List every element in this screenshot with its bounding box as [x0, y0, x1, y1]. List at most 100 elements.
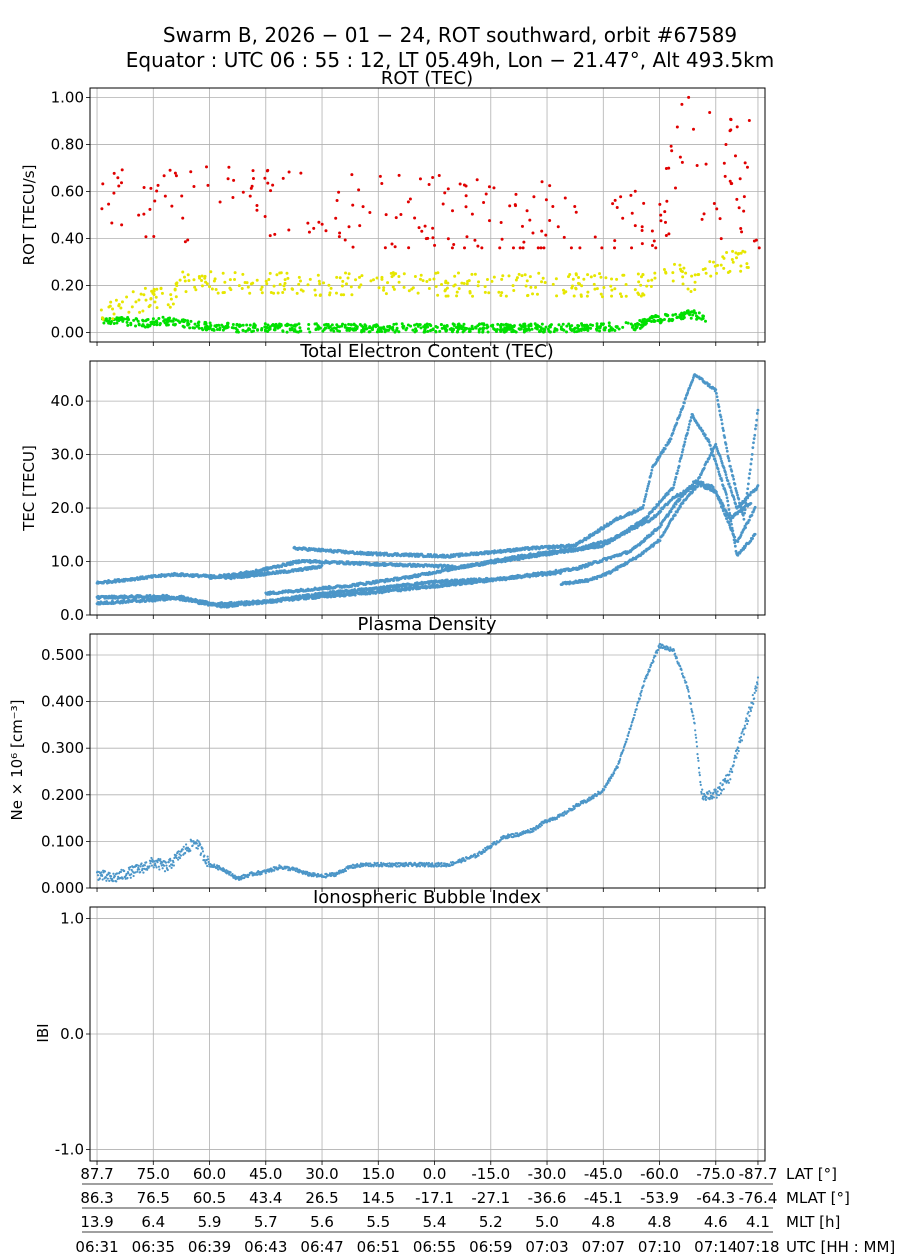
rot-point — [573, 205, 577, 209]
rot-point — [390, 275, 394, 279]
rot-point — [194, 288, 198, 292]
rot-point — [346, 276, 350, 280]
rot-point — [182, 320, 186, 324]
rot-point — [680, 102, 684, 106]
rot-point — [111, 307, 115, 311]
rot-point — [492, 275, 496, 279]
rot-point — [514, 192, 518, 196]
rot-point — [263, 322, 267, 326]
tec-point — [647, 514, 650, 518]
rot-point — [535, 327, 539, 331]
rot-point — [409, 324, 413, 328]
rot-point — [757, 246, 761, 250]
rot-point — [716, 263, 720, 267]
rot-point — [512, 325, 516, 329]
rot-point — [134, 317, 138, 321]
rot-point — [191, 326, 195, 330]
rot-point — [700, 217, 704, 221]
rot-point — [299, 329, 303, 333]
rot-point — [537, 325, 541, 329]
rot-point — [231, 323, 235, 327]
rot-point — [377, 286, 381, 290]
rot-point — [467, 327, 471, 331]
rot-point — [675, 316, 679, 320]
rot-point — [446, 281, 450, 285]
rot-point — [328, 325, 332, 329]
rot-point — [463, 246, 467, 250]
rot-point — [249, 186, 253, 190]
tec-point — [734, 549, 738, 553]
rot-point — [265, 169, 269, 173]
tec-point — [701, 429, 705, 433]
rot-point — [702, 212, 706, 216]
rot-point — [677, 315, 681, 319]
rot-point — [522, 240, 526, 244]
rot-point — [180, 319, 184, 323]
rot-point — [394, 272, 398, 276]
rot-point — [285, 271, 289, 275]
rot-point — [364, 324, 368, 328]
figure-title-line1: Swarm B, 2026 − 01 − 24, ROT southward, … — [163, 23, 737, 47]
rot-point — [386, 325, 390, 329]
rot-point — [695, 317, 699, 321]
rot-point — [397, 280, 401, 284]
tec-point — [680, 450, 684, 454]
rot-point — [483, 290, 487, 294]
rot-point — [498, 328, 502, 332]
rot-point — [144, 298, 148, 302]
rot-point — [251, 281, 255, 285]
rot-point — [592, 282, 596, 286]
rot-point — [496, 322, 500, 326]
rot-point — [527, 327, 531, 331]
rot-point — [210, 287, 214, 291]
rot-point — [196, 321, 200, 325]
rot-point — [206, 183, 210, 187]
rot-point — [579, 293, 583, 297]
rot-point — [530, 327, 534, 331]
rot-point — [619, 195, 623, 199]
rot-point — [615, 325, 619, 329]
rot-point — [485, 323, 489, 327]
rot-point — [411, 286, 415, 290]
rot-point — [173, 287, 177, 291]
rot-point — [148, 207, 152, 211]
rot-point — [307, 327, 311, 331]
rot-point — [411, 328, 415, 332]
rot-point — [227, 165, 231, 169]
tec-point — [717, 470, 721, 474]
rot-point — [161, 315, 165, 319]
rot-point — [198, 276, 202, 280]
rot-point — [633, 288, 637, 292]
tec-point — [678, 459, 682, 463]
rot-point — [407, 289, 411, 293]
rot-point — [361, 205, 365, 209]
rot-point — [566, 275, 570, 279]
rot-point — [470, 272, 474, 276]
rot-point — [610, 288, 614, 292]
rot-point — [263, 328, 267, 332]
rot-point — [491, 323, 495, 327]
rot-point — [456, 271, 460, 275]
rot-point — [428, 323, 432, 327]
rot-point — [713, 264, 717, 268]
rot-point — [155, 306, 159, 310]
rot-point — [641, 318, 645, 322]
rot-point — [338, 231, 342, 235]
rot-point — [524, 284, 528, 288]
rot-point — [738, 177, 742, 181]
rot-point — [455, 290, 459, 294]
rot-point — [562, 235, 566, 239]
rot-point — [518, 323, 522, 327]
rot-point — [719, 237, 723, 241]
rot-point — [443, 191, 447, 195]
rot-point — [335, 198, 339, 202]
rot-point — [263, 176, 267, 180]
rot-point — [120, 168, 124, 172]
rot-point — [332, 326, 336, 330]
rot-point — [141, 309, 145, 313]
tec-point — [712, 454, 716, 458]
tec-point — [660, 523, 663, 527]
rot-point — [380, 329, 384, 333]
rot-point — [739, 269, 743, 273]
rot-point — [166, 303, 170, 307]
